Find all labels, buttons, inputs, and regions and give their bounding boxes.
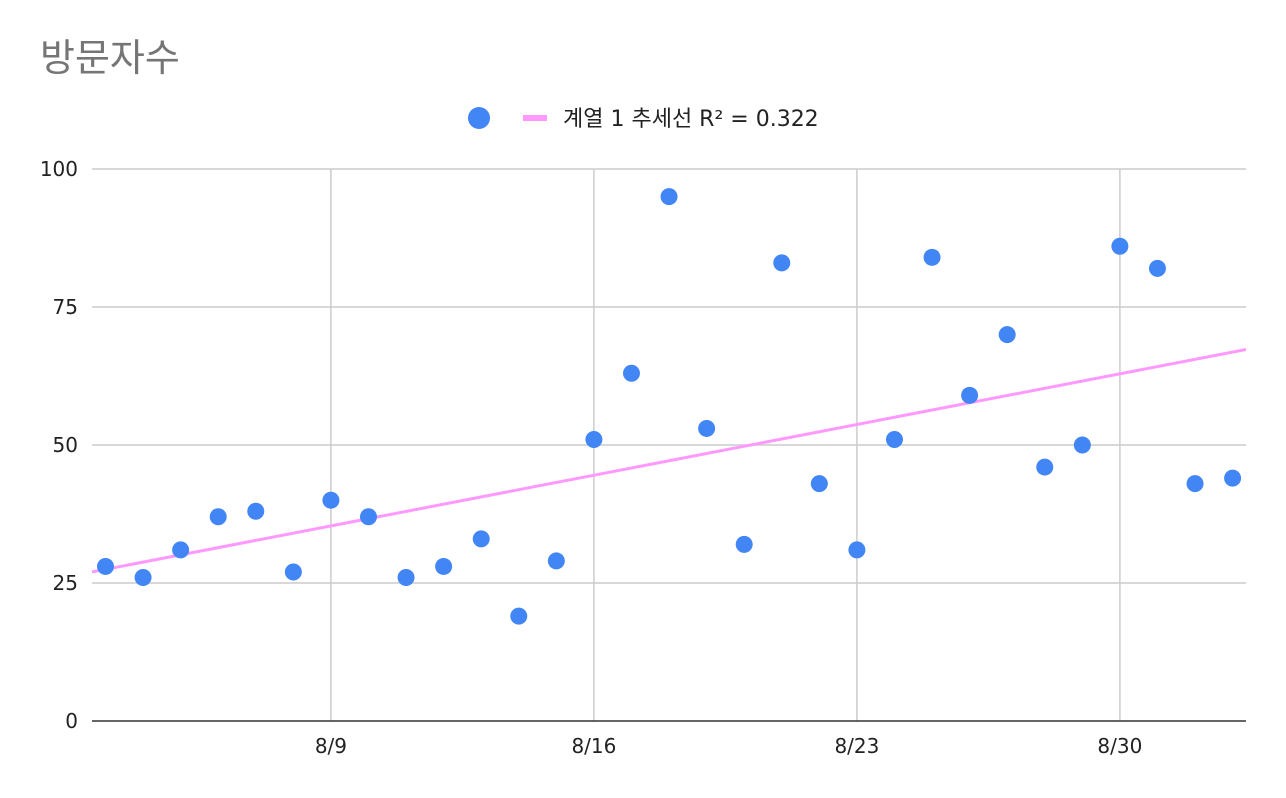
data-point xyxy=(359,508,377,526)
data-point xyxy=(961,386,979,404)
data-point xyxy=(810,475,828,493)
data-point xyxy=(472,530,490,548)
data-point xyxy=(1186,475,1204,493)
y-tick-label: 100 xyxy=(40,157,78,181)
x-tick-label: 8/30 xyxy=(1097,734,1142,758)
data-point xyxy=(1073,436,1091,454)
y-tick-label: 75 xyxy=(53,295,78,319)
data-point xyxy=(510,607,528,625)
data-point xyxy=(1148,259,1166,277)
data-point xyxy=(397,568,415,586)
data-point xyxy=(247,502,265,520)
y-tick-label: 50 xyxy=(53,433,78,457)
x-tick-label: 8/9 xyxy=(315,734,347,758)
data-points xyxy=(97,188,1242,625)
data-point xyxy=(547,552,565,570)
data-point xyxy=(209,508,227,526)
x-tick-label: 8/23 xyxy=(834,734,879,758)
data-point xyxy=(885,430,903,448)
data-point xyxy=(660,188,678,206)
legend-trendline-swatch xyxy=(523,115,547,121)
data-point xyxy=(698,419,716,437)
y-tick-label: 25 xyxy=(53,571,78,595)
data-point xyxy=(923,248,941,266)
data-point xyxy=(435,557,453,575)
data-point xyxy=(998,326,1016,344)
data-point xyxy=(1224,469,1242,487)
data-point xyxy=(322,491,340,509)
data-point xyxy=(134,568,152,586)
data-point xyxy=(97,557,114,575)
trendline xyxy=(91,348,1247,574)
data-point xyxy=(284,563,302,581)
axes: 0 25 50 75 100 8/9 8/16 8/23 8/30 xyxy=(40,157,1246,758)
data-point xyxy=(773,254,791,272)
data-point xyxy=(1036,458,1054,476)
trendline-layer xyxy=(91,348,1247,574)
data-point xyxy=(585,430,603,448)
gridlines xyxy=(92,168,1246,721)
legend-series-marker xyxy=(468,107,490,129)
legend-trendline-label: 계열 1 추세선 R² = 0.322 xyxy=(563,107,819,132)
legend: 계열 1 추세선 R² = 0.322 xyxy=(468,107,819,132)
chart-title: 방문자수 xyxy=(40,36,180,80)
data-point xyxy=(735,535,753,553)
data-point xyxy=(172,541,190,559)
data-point xyxy=(848,541,866,559)
y-tick-label: 0 xyxy=(65,709,78,733)
x-tick-label: 8/16 xyxy=(571,734,616,758)
data-point xyxy=(1111,237,1129,255)
data-point xyxy=(622,364,640,382)
